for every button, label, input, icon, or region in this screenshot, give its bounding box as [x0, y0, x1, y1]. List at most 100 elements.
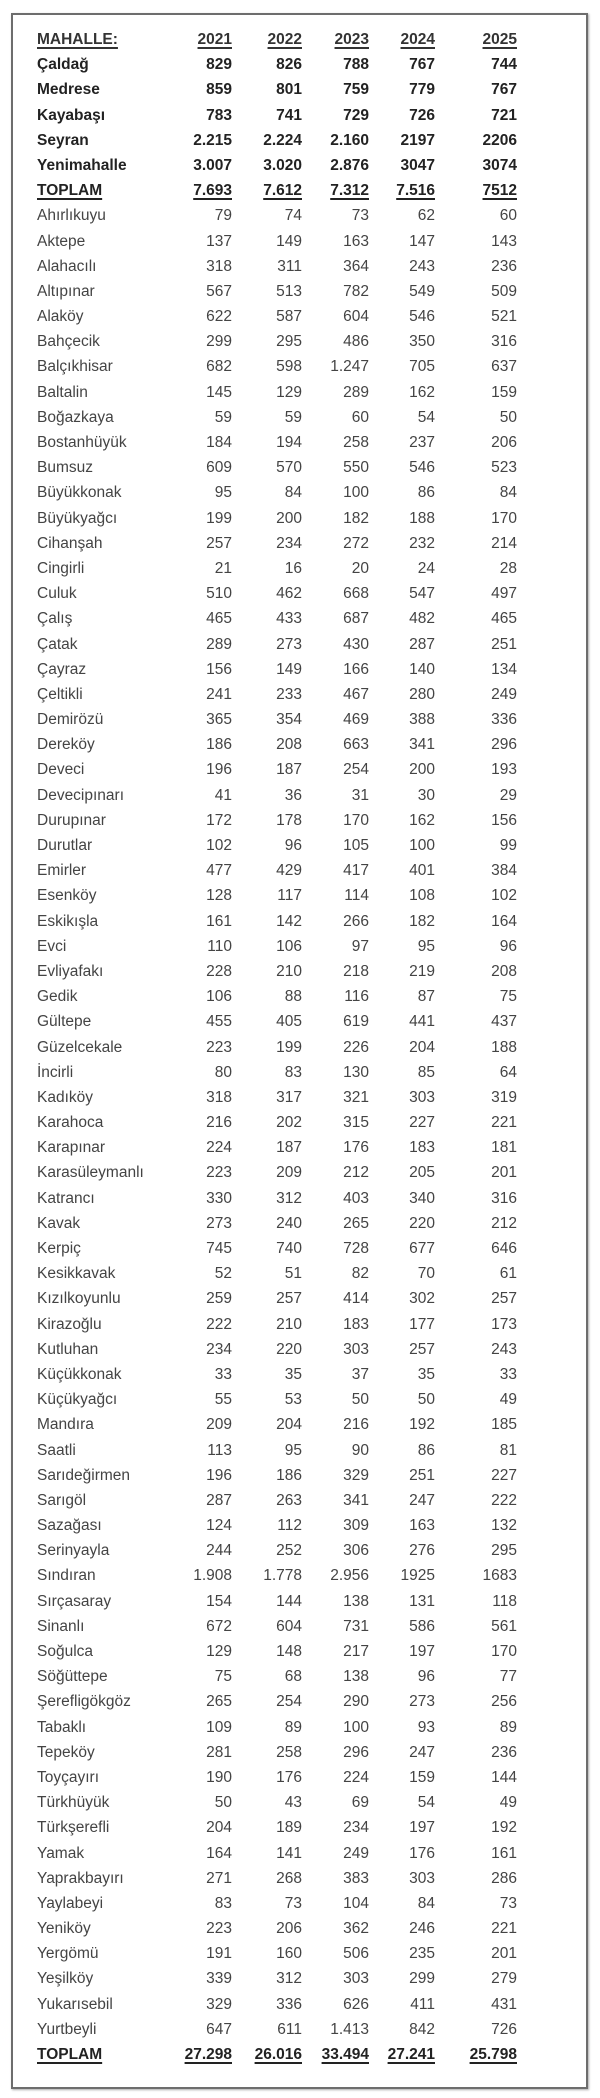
- population-value: 682: [206, 358, 232, 376]
- population-value: 2.160: [330, 131, 369, 149]
- population-value: 316: [491, 1189, 517, 1207]
- population-value: 364: [343, 257, 369, 275]
- population-value: 172: [206, 811, 232, 829]
- population-value: 462: [276, 585, 302, 603]
- population-value: 186: [276, 1466, 302, 1484]
- population-value: 187: [276, 1139, 302, 1157]
- population-value: 52: [214, 1265, 232, 1283]
- population-value: 154: [206, 1592, 232, 1610]
- population-value: 767: [409, 56, 435, 74]
- population-value: 741: [276, 106, 302, 124]
- population-value: 164: [206, 1844, 232, 1862]
- population-value: 184: [206, 434, 232, 451]
- population-value: 222: [206, 1315, 232, 1333]
- neighborhood-name: Serinyayla: [37, 1542, 110, 1560]
- table-row: Bostanhüyük 184 194 258 237 206: [37, 430, 577, 455]
- table-row: Karasüleymanlı 223 209 212 205 201: [37, 1160, 577, 1185]
- table-row: Yergömü 191 160 506 235 201: [37, 1941, 577, 1966]
- table-row: Serinyayla 244 252 306 276 295: [37, 1538, 577, 1563]
- population-value: 64: [499, 1063, 517, 1081]
- population-value: 220: [409, 1214, 435, 1232]
- population-value: 726: [409, 106, 435, 124]
- population-value: 134: [491, 660, 517, 678]
- population-value: 77: [499, 1668, 517, 1686]
- population-value: 740: [276, 1240, 302, 1257]
- neighborhood-name: Alahacılı: [37, 257, 97, 275]
- table-row: Yaprakbayırı 271 268 383 303 286: [37, 1866, 577, 1891]
- population-value: 263: [276, 1491, 302, 1509]
- population-value: 197: [409, 1819, 435, 1837]
- population-value: 767: [491, 81, 517, 99]
- population-value: 280: [409, 685, 435, 703]
- population-value: 546: [409, 308, 435, 326]
- neighborhood-name: Soğulca: [37, 1643, 94, 1660]
- population-value: 465: [491, 610, 517, 628]
- neighborhood-name: Büyükkonak: [37, 484, 122, 502]
- population-value: 1.413: [330, 2020, 369, 2038]
- population-value: 265: [206, 1693, 232, 1711]
- table-row: Altıpınar 567 513 782 549 509: [37, 279, 577, 304]
- neighborhood-name: Sinanlı: [37, 1617, 85, 1635]
- population-value: 622: [206, 308, 232, 326]
- table-row: Esenköy 128 117 114 108 102: [37, 883, 577, 908]
- population-value: 166: [343, 660, 369, 678]
- population-value: 365: [206, 711, 232, 729]
- population-value: 362: [343, 1920, 369, 1938]
- population-value: 637: [491, 358, 517, 376]
- neighborhood-name: Kavak: [37, 1214, 81, 1232]
- population-value: 604: [276, 1617, 302, 1635]
- population-value: 102: [206, 837, 232, 854]
- population-value: 170: [491, 509, 517, 527]
- population-value: 43: [284, 1794, 302, 1812]
- population-value: 110: [207, 937, 232, 955]
- neighborhood-name: TOPLAM: [37, 2046, 103, 2063]
- population-value: 726: [491, 2020, 517, 2038]
- population-value: 118: [492, 1592, 517, 1610]
- population-value: 311: [277, 257, 302, 275]
- neighborhood-name: Gedik: [37, 988, 78, 1006]
- population-value: 598: [276, 358, 302, 376]
- population-value: 226: [343, 1038, 369, 1056]
- population-value: 477: [206, 862, 232, 880]
- neighborhood-name: Türkhüyük: [37, 1794, 110, 1812]
- population-value: 170: [491, 1643, 517, 1660]
- population-value: 112: [277, 1517, 302, 1535]
- population-value: 388: [409, 711, 435, 729]
- neighborhood-name: MAHALLE:: [37, 31, 118, 48]
- population-value: 257: [491, 1290, 517, 1308]
- population-value: 506: [343, 1945, 369, 1963]
- table-row: Toyçayırı 190 176 224 159 144: [37, 1765, 577, 1790]
- population-value: 54: [417, 408, 435, 426]
- neighborhood-name: Küçükkonak: [37, 1365, 122, 1383]
- population-value: 212: [343, 1164, 369, 1182]
- population-value: 312: [276, 1189, 302, 1207]
- population-value: 232: [409, 534, 435, 552]
- population-value: 148: [276, 1643, 302, 1660]
- table-row: Sarıdeğirmen 196 186 329 251 227: [37, 1463, 577, 1488]
- population-value: 842: [409, 2020, 435, 2038]
- population-value: 192: [491, 1819, 517, 1837]
- table-row: Ahırlıkuyu 79 74 73 62 60: [37, 203, 577, 228]
- population-value: 24: [417, 559, 435, 577]
- population-value: 611: [277, 2020, 302, 2038]
- population-value: 521: [491, 308, 517, 326]
- population-value: 2197: [400, 131, 435, 149]
- neighborhood-name: Durupınar: [37, 811, 106, 829]
- table-row: Seyran 2.215 2.224 2.160 2197 2206: [37, 128, 577, 153]
- population-value: 93: [417, 1718, 435, 1736]
- table-row: Demirözü 365 354 469 388 336: [37, 707, 577, 732]
- population-value: 185: [491, 1416, 517, 1434]
- population-value: 2022: [267, 31, 302, 48]
- table-row: Gültepe 455 405 619 441 437: [37, 1009, 577, 1034]
- population-value: 401: [409, 862, 435, 880]
- population-value: 144: [276, 1592, 302, 1610]
- population-value: 99: [499, 837, 517, 854]
- population-value: 234: [276, 534, 302, 552]
- population-value: 128: [206, 887, 232, 905]
- population-value: 188: [409, 509, 435, 527]
- population-value: 224: [206, 1139, 232, 1157]
- population-value: 144: [491, 1768, 517, 1786]
- population-value: 744: [491, 56, 517, 74]
- population-value: 779: [409, 81, 435, 99]
- population-value: 161: [491, 1844, 517, 1862]
